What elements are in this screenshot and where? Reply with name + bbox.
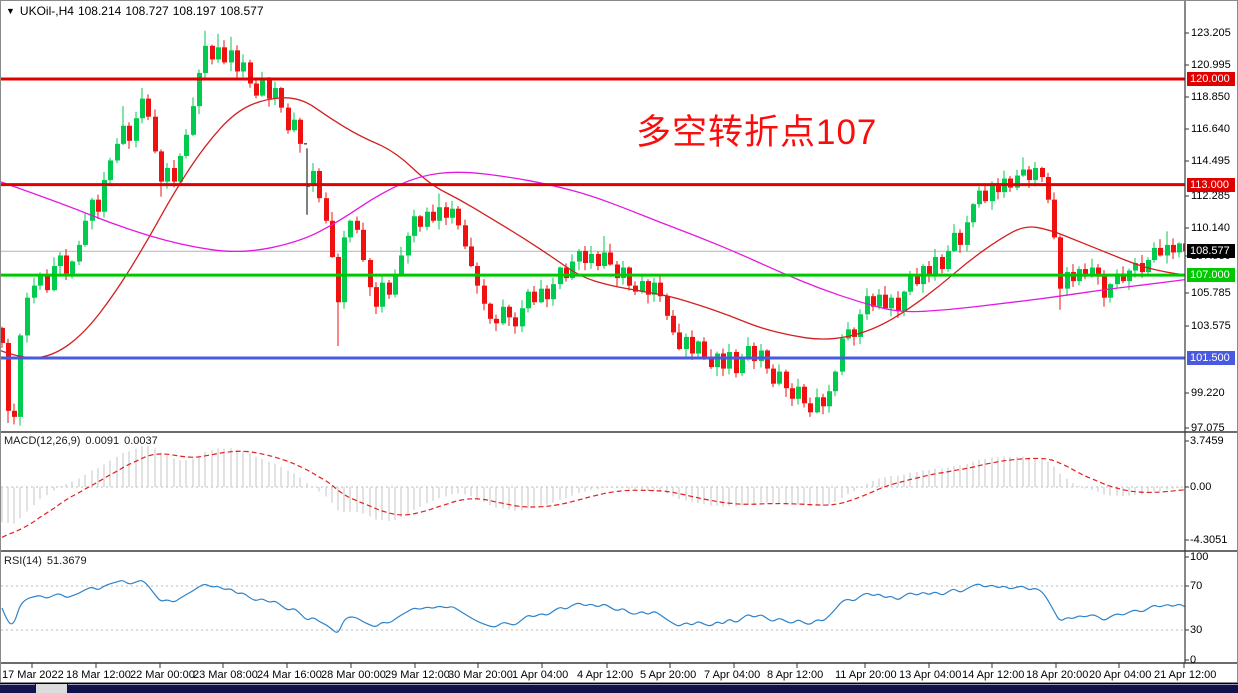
price-axis-label: 116.640: [1191, 123, 1230, 135]
time-axis-label: 5 Apr 20:00: [640, 669, 697, 681]
macd-signal-line: [1, 450, 1185, 538]
time-axis-label: 13 Apr 04:00: [899, 669, 962, 681]
time-axis-label: 8 Apr 12:00: [767, 669, 824, 681]
price-badge-level-120: 120.000: [1187, 72, 1235, 86]
price-axis-label: 120.995: [1191, 59, 1231, 71]
rsi-indicator-label: RSI(14) 51.3679: [4, 555, 87, 567]
price-badge-level-101.5: 101.500: [1187, 351, 1235, 365]
time-axis-label: 30 Mar 20:00: [448, 669, 513, 681]
price-axis-label: 103.575: [1191, 320, 1231, 332]
time-axis-label: 11 Apr 20:00: [835, 669, 897, 681]
time-axis-label: 23 Mar 08:00: [193, 669, 258, 681]
ma-fast-line: [1, 97, 1185, 359]
macd-indicator-label: MACD(12,26,9) 0.0091 0.0037: [4, 435, 158, 447]
price-badge-level-113: 113.000: [1187, 178, 1235, 192]
time-axis-label: 21 Apr 12:00: [1154, 669, 1217, 681]
chart-title: ▼ UKOil-,H4 108.214 108.727 108.197 108.577: [6, 4, 268, 18]
symbol-period: UKOil-,H4: [19, 4, 74, 18]
macd-axis-label: -4.3051: [1190, 534, 1228, 546]
quote-close: 108.577: [220, 4, 264, 18]
rsi-axis-label: 100: [1190, 551, 1209, 563]
time-axis-label: 29 Mar 12:00: [385, 669, 450, 681]
time-axis-label: 17 Mar 2022: [2, 669, 64, 681]
rsi-line: [1, 580, 1185, 633]
symbol-dropdown-icon[interactable]: ▼: [6, 6, 15, 16]
time-axis-label: 4 Apr 12:00: [577, 669, 634, 681]
time-axis-label: 1 Apr 04:00: [512, 669, 569, 681]
macd-axis-label: 3.7459: [1190, 435, 1224, 447]
price-axis-label: 105.785: [1191, 287, 1231, 299]
taskbar-segment: [0, 684, 35, 693]
quote-open: 108.214: [77, 4, 122, 18]
time-axis-label: 18 Apr 20:00: [1026, 669, 1089, 681]
time-axis-label: 18 Mar 12:00: [66, 669, 131, 681]
taskbar-button[interactable]: [36, 684, 67, 693]
chart-text-annotation[interactable]: 多空转折点107: [636, 113, 878, 152]
price-axis-label: 114.495: [1191, 155, 1230, 167]
price-axis-label: 97.075: [1191, 422, 1225, 434]
rsi-axis-label: 0: [1190, 654, 1197, 666]
time-axis-label: 24 Mar 16:00: [257, 669, 322, 681]
price-axis-label: 99.220: [1191, 387, 1225, 399]
price-axis-label: 118.850: [1191, 91, 1230, 103]
time-axis-label: 28 Mar 00:00: [321, 669, 386, 681]
time-axis-label: 14 Apr 12:00: [962, 669, 1025, 681]
price-axis-label: 123.205: [1191, 27, 1231, 39]
price-axis-label: 110.140: [1191, 222, 1230, 234]
macd-axis-label: 0.00: [1190, 481, 1212, 493]
price-badge-current-price: 108.577: [1187, 244, 1235, 258]
ma-slow-line: [1, 171, 1185, 313]
rsi-axis-label: 30: [1190, 624, 1203, 636]
price-badge-level-107: 107.000: [1187, 268, 1235, 282]
time-axis-label: 7 Apr 04:00: [704, 669, 761, 681]
time-axis-label: 22 Mar 00:00: [130, 669, 195, 681]
quote-high: 108.727: [125, 4, 169, 18]
rsi-axis-label: 70: [1190, 580, 1203, 592]
bottom-taskbar: [0, 683, 1238, 693]
taskbar-segment: [68, 684, 1238, 693]
price-axis-label: 112.285: [1191, 190, 1230, 202]
quote-low: 108.197: [172, 4, 217, 18]
time-axis-label: 20 Apr 04:00: [1089, 669, 1152, 681]
